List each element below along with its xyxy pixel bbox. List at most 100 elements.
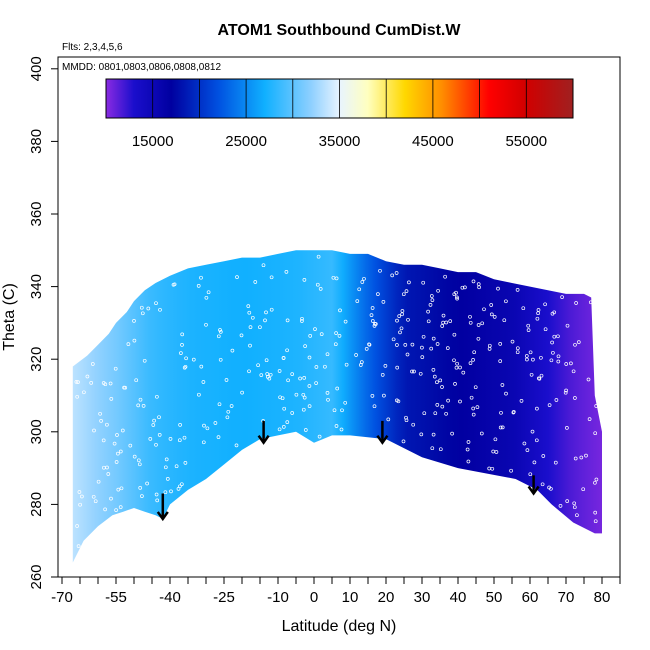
observation-point — [372, 404, 377, 409]
observation-point — [362, 276, 366, 281]
y-tick-label: 380 — [28, 129, 45, 154]
observation-point — [269, 307, 274, 312]
observation-point — [355, 299, 360, 303]
observation-point — [98, 411, 102, 416]
observation-point — [80, 494, 84, 499]
observation-point — [420, 345, 424, 350]
observation-point — [148, 437, 153, 441]
arrow-marker — [527, 475, 540, 496]
observation-point — [246, 304, 251, 308]
observation-point — [122, 385, 126, 390]
observation-point — [551, 350, 555, 355]
observation-point — [226, 409, 231, 414]
observation-point — [155, 394, 159, 399]
observation-point — [511, 409, 516, 414]
observation-point — [250, 315, 255, 320]
observation-point — [487, 347, 492, 351]
observation-point — [441, 320, 445, 325]
observation-point — [594, 404, 599, 408]
observation-point — [230, 348, 235, 353]
observation-point — [334, 331, 338, 335]
observation-point — [556, 354, 561, 359]
observation-point — [201, 440, 206, 445]
observation-point — [418, 371, 423, 376]
observation-point — [183, 364, 188, 369]
observation-point — [182, 365, 187, 370]
observation-point — [404, 289, 409, 293]
observation-point — [431, 368, 436, 372]
observation-point — [137, 462, 142, 467]
observation-point — [576, 340, 581, 344]
observation-point — [494, 450, 499, 454]
observation-point — [367, 342, 372, 347]
x-tick-label: -55 — [105, 589, 127, 606]
observation-point — [199, 275, 203, 280]
observation-point — [174, 464, 179, 469]
observation-point — [204, 295, 209, 300]
observation-point — [430, 446, 435, 451]
observation-point — [471, 412, 476, 417]
observation-point — [263, 318, 267, 323]
observation-point — [498, 342, 503, 346]
colorbar-tick-label: 15000 — [132, 133, 174, 150]
observation-point — [395, 318, 399, 323]
observation-point — [498, 359, 503, 363]
observation-point — [76, 544, 81, 548]
observation-point — [116, 487, 121, 492]
observation-point — [504, 299, 508, 304]
observation-point — [572, 501, 577, 506]
observation-point — [303, 428, 308, 432]
x-tick-label: -40 — [159, 589, 181, 606]
observation-point — [307, 384, 312, 388]
observation-point — [381, 300, 386, 304]
observation-point — [460, 285, 465, 290]
observation-point — [90, 362, 95, 366]
plot-frame — [57, 56, 621, 578]
observation-point — [395, 343, 399, 347]
observation-point — [168, 437, 173, 441]
observation-point — [558, 504, 563, 508]
observation-point — [269, 275, 274, 280]
x-tick-label: 50 — [486, 589, 503, 606]
observation-point — [218, 357, 223, 362]
observation-point — [455, 295, 459, 300]
observation-point — [199, 364, 204, 369]
observation-point — [572, 505, 577, 510]
y-tick-label: 300 — [28, 419, 45, 444]
observation-point — [454, 290, 458, 295]
observation-point — [248, 343, 252, 348]
observation-point — [455, 361, 459, 366]
observation-point — [466, 459, 471, 464]
flights-note: Flts: 2,3,4,5,6 — [62, 42, 123, 53]
y-axis-label: Theta (C) — [1, 283, 18, 351]
observation-point — [469, 395, 474, 400]
observation-point — [429, 346, 434, 351]
observation-point — [154, 301, 158, 306]
observation-point — [196, 284, 201, 288]
observation-point — [332, 408, 337, 413]
observation-point — [554, 398, 559, 402]
observation-point — [256, 363, 260, 368]
observation-point — [314, 381, 318, 385]
observation-point — [96, 479, 101, 484]
observation-point — [197, 392, 201, 397]
observation-point — [526, 328, 531, 332]
observation-point — [140, 311, 145, 316]
observation-point — [277, 369, 282, 373]
observation-point — [180, 332, 185, 337]
observation-point — [132, 454, 137, 459]
observation-point — [411, 422, 416, 427]
observation-point — [539, 373, 544, 378]
observation-point — [286, 378, 290, 383]
observation-point — [398, 330, 402, 335]
observation-point — [534, 438, 539, 443]
observation-point — [218, 328, 222, 332]
observation-point — [543, 302, 547, 307]
observation-point — [151, 423, 156, 427]
observation-point — [248, 325, 253, 329]
observation-point — [264, 310, 268, 315]
arrow-marker — [376, 420, 389, 445]
observation-point — [432, 374, 437, 379]
observation-point — [492, 315, 497, 319]
observation-point — [179, 351, 183, 355]
